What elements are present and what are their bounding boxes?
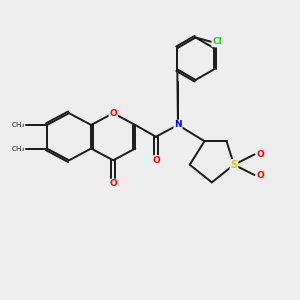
Text: CH₃: CH₃	[11, 122, 25, 128]
Text: O: O	[109, 109, 117, 118]
Text: S: S	[230, 160, 238, 170]
Text: O: O	[256, 170, 264, 179]
Text: CH₃: CH₃	[11, 146, 25, 152]
Text: N: N	[174, 121, 182, 130]
Text: Cl: Cl	[212, 38, 222, 46]
Text: O: O	[152, 156, 160, 165]
Text: O: O	[256, 150, 264, 159]
Text: O: O	[109, 179, 117, 188]
